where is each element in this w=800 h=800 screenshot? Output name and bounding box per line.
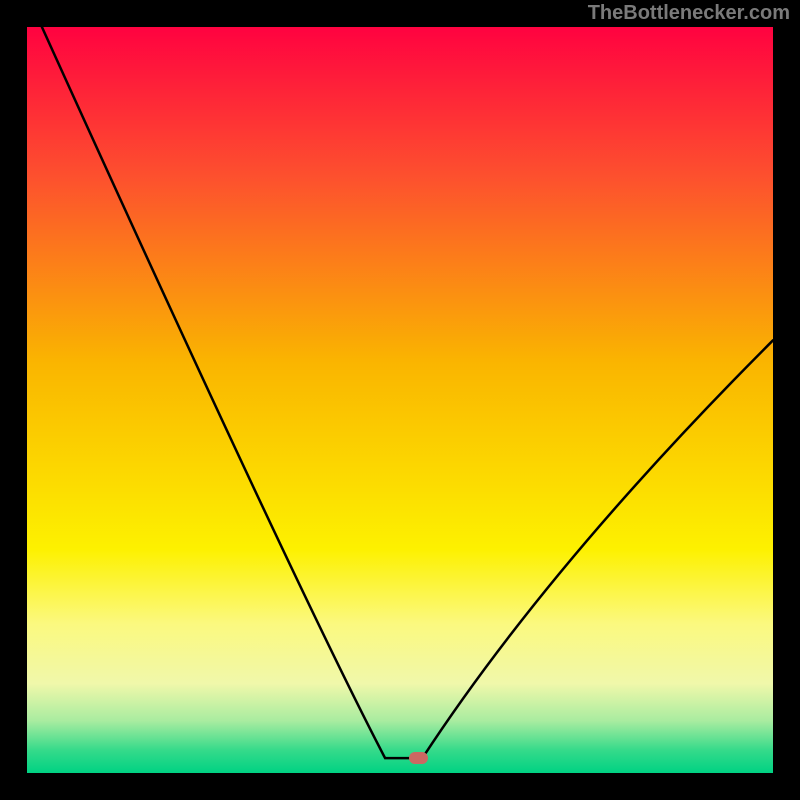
frame-right bbox=[773, 0, 800, 800]
frame-bottom bbox=[0, 773, 800, 800]
plot-area bbox=[27, 27, 773, 773]
chart-container: TheBottlenecker.com bbox=[0, 0, 800, 800]
optimal-point-marker bbox=[409, 752, 428, 763]
watermark: TheBottlenecker.com bbox=[588, 2, 790, 25]
bottleneck-curve bbox=[27, 27, 773, 773]
frame-left bbox=[0, 0, 27, 800]
